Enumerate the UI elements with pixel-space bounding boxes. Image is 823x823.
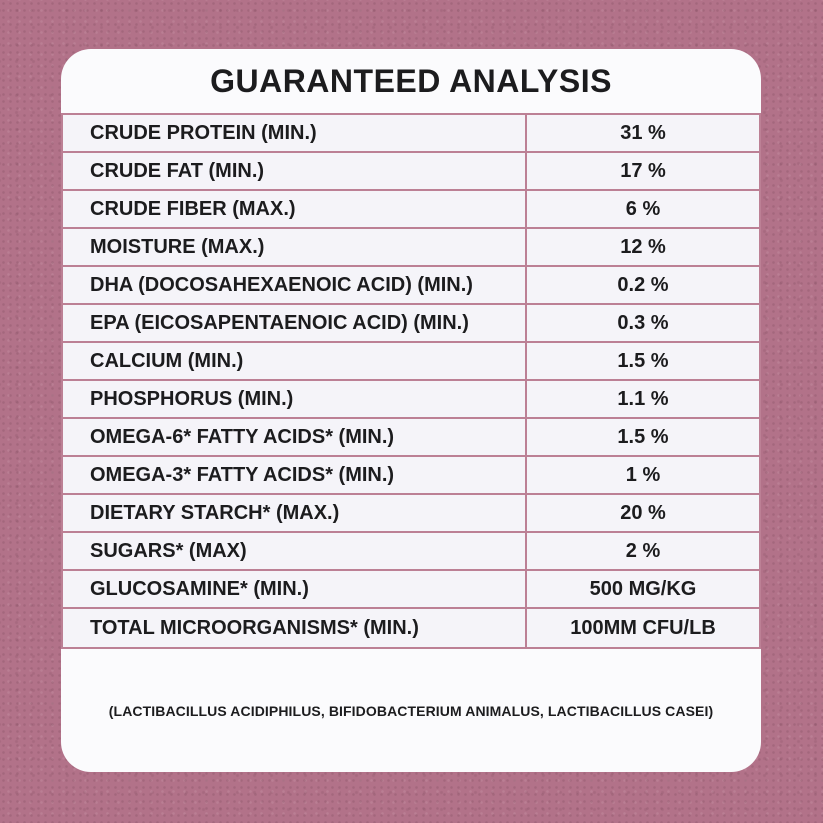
table-row: OMEGA-6* FATTY ACIDS* (MIN.) 1.5 % [63, 419, 759, 457]
nutrient-value: 1.5 % [525, 419, 759, 455]
nutrient-label: EPA (EICOSAPENTAENOIC ACID) (MIN.) [90, 311, 469, 334]
nutrient-value: 2 % [525, 533, 759, 569]
analysis-table: CRUDE PROTEIN (MIN.) 31 % CRUDE FAT (MIN… [61, 113, 761, 649]
table-row: DHA (DOCOSAHEXAENOIC ACID) (MIN.) 0.2 % [63, 267, 759, 305]
nutrient-value: 1.1 % [525, 381, 759, 417]
nutrient-label: SUGARS* (MAX) [90, 539, 247, 562]
nutrient-label: TOTAL MICROORGANISMS* (MIN.) [90, 616, 419, 639]
table-row: TOTAL MICROORGANISMS* (MIN.) 100MM CFU/L… [63, 609, 759, 647]
microorganisms-footnote: (LACTIBACILLUS ACIDIPHILUS, BIFIDOBACTER… [108, 702, 714, 719]
nutrient-label: DHA (DOCOSAHEXAENOIC ACID) (MIN.) [90, 273, 473, 296]
nutrient-value: 17 % [525, 153, 759, 189]
nutrient-value: 6 % [525, 191, 759, 227]
table-row: MOISTURE (MAX.) 12 % [63, 229, 759, 267]
nutrient-value: 100MM CFU/LB [525, 609, 759, 647]
table-row: EPA (EICOSAPENTAENOIC ACID) (MIN.) 0.3 % [63, 305, 759, 343]
nutrient-value: 500 MG/KG [525, 571, 759, 607]
table-row: OMEGA-3* FATTY ACIDS* (MIN.) 1 % [63, 457, 759, 495]
nutrient-value: 12 % [525, 229, 759, 265]
nutrient-label: DIETARY STARCH* (MAX.) [90, 501, 340, 524]
nutrient-value: 31 % [525, 115, 759, 151]
nutrient-label: CRUDE PROTEIN (MIN.) [90, 121, 317, 144]
nutrient-value: 1 % [525, 457, 759, 493]
table-row: CALCIUM (MIN.) 1.5 % [63, 343, 759, 381]
page-title: GUARANTEED ANALYSIS [210, 62, 612, 99]
nutrient-label: OMEGA-6* FATTY ACIDS* (MIN.) [90, 425, 395, 448]
nutrient-label: MOISTURE (MAX.) [90, 235, 265, 258]
nutrient-label: CRUDE FAT (MIN.) [90, 159, 265, 182]
table-row: DIETARY STARCH* (MAX.) 20 % [63, 495, 759, 533]
table-row: CRUDE FAT (MIN.) 17 % [63, 153, 759, 191]
nutrient-value: 1.5 % [525, 343, 759, 379]
nutrient-value: 20 % [525, 495, 759, 531]
table-row: CRUDE FIBER (MAX.) 6 % [63, 191, 759, 229]
table-row: CRUDE PROTEIN (MIN.) 31 % [63, 115, 759, 153]
nutrient-label: OMEGA-3* FATTY ACIDS* (MIN.) [90, 463, 395, 486]
table-row: SUGARS* (MAX) 2 % [63, 533, 759, 571]
guaranteed-analysis-card: GUARANTEED ANALYSIS CRUDE PROTEIN (MIN.)… [61, 49, 761, 772]
table-row: GLUCOSAMINE* (MIN.) 500 MG/KG [63, 571, 759, 609]
card-title-bar: GUARANTEED ANALYSIS [61, 49, 761, 113]
nutrient-label: PHOSPHORUS (MIN.) [90, 387, 294, 410]
table-row: PHOSPHORUS (MIN.) 1.1 % [63, 381, 759, 419]
footnote-bar: (LACTIBACILLUS ACIDIPHILUS, BIFIDOBACTER… [61, 649, 761, 772]
nutrient-value: 0.3 % [525, 305, 759, 341]
nutrient-label: GLUCOSAMINE* (MIN.) [90, 577, 309, 600]
nutrient-value: 0.2 % [525, 267, 759, 303]
nutrient-label: CRUDE FIBER (MAX.) [90, 197, 296, 220]
nutrient-label: CALCIUM (MIN.) [90, 349, 244, 372]
